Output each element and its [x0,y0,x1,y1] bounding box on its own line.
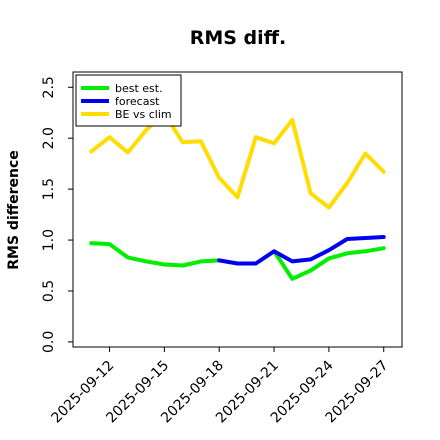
plot-area [72,71,403,348]
y-axis-label: RMS difference [6,150,22,270]
x-axis-ticks: 2025-09-122025-09-152025-09-182025-09-21… [49,347,392,426]
legend-label-forecast: forecast [115,95,160,108]
y-tick-label: 0.5 [41,280,57,302]
y-tick-label: 1.0 [41,229,57,251]
y-tick-label: 0.0 [41,331,57,353]
series-layer [89,111,386,281]
y-tick-label: 2.0 [41,127,57,149]
chart-title: RMS diff. [190,27,287,49]
series-line-forecast [217,235,386,266]
y-tick-label: 2.5 [41,76,57,98]
series-line-be-vs-clim [89,111,386,210]
series-line-best-est [89,241,386,281]
y-tick-label: 1.5 [41,178,57,200]
legend-label-be-vs-clim: BE vs clim [115,108,172,121]
legend-label-best-est: best est. [115,82,163,95]
y-axis-ticks: 0.0 0.5 1.0 1.5 2.0 2.5 [41,76,73,353]
